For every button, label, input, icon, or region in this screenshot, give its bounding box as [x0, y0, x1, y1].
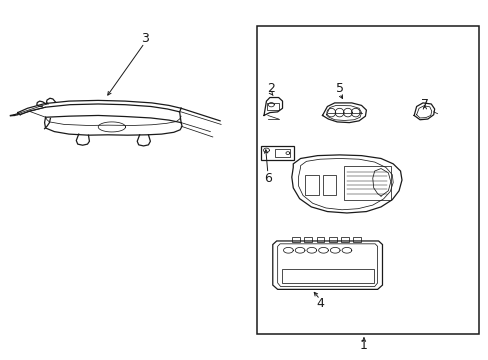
- Bar: [316, 237, 324, 242]
- Text: 1: 1: [359, 339, 367, 352]
- Bar: [266, 103, 278, 111]
- Text: 7: 7: [420, 98, 428, 111]
- Text: 6: 6: [264, 172, 271, 185]
- Bar: [352, 237, 360, 242]
- Text: 3: 3: [141, 32, 148, 45]
- Text: 2: 2: [267, 82, 275, 95]
- Bar: [328, 237, 336, 242]
- Bar: [256, 26, 478, 334]
- Text: 4: 4: [316, 297, 324, 310]
- Bar: [304, 237, 312, 242]
- Bar: [281, 269, 373, 283]
- Bar: [292, 237, 300, 242]
- Bar: [260, 146, 293, 160]
- Bar: [275, 149, 289, 157]
- Text: 5: 5: [335, 82, 343, 95]
- Bar: [322, 175, 335, 195]
- Bar: [340, 237, 348, 242]
- Bar: [344, 166, 390, 200]
- Bar: [305, 175, 319, 195]
